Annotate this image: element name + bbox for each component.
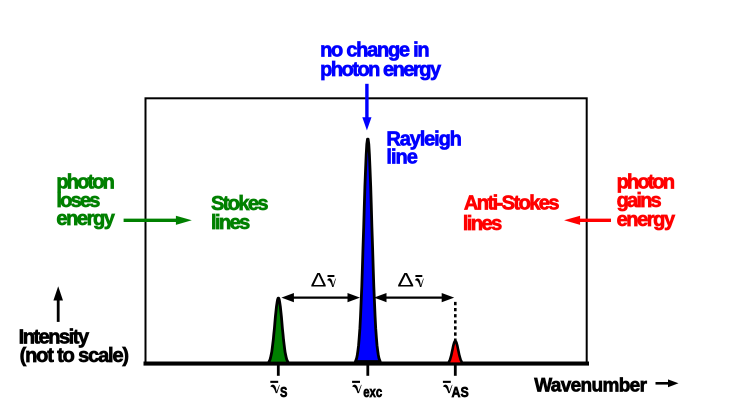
svg-text:Anti-Stokes: Anti-Stokes <box>464 192 560 214</box>
svg-text:Rayleigh: Rayleigh <box>386 128 462 150</box>
svg-text:lines: lines <box>211 212 250 234</box>
svg-text:photon: photon <box>56 171 115 193</box>
svg-text:exc: exc <box>363 385 382 401</box>
svg-text:loses: loses <box>56 190 100 212</box>
svg-text:Stokes: Stokes <box>211 193 269 215</box>
svg-text:photon energy: photon energy <box>320 59 442 81</box>
svg-text:line: line <box>386 147 418 169</box>
svg-text:Wavenumber: Wavenumber <box>534 375 647 396</box>
svg-text:energy: energy <box>617 209 676 231</box>
svg-text:no change in: no change in <box>320 39 430 61</box>
svg-text:Δ: Δ <box>311 270 327 292</box>
svg-text:gains: gains <box>617 190 662 212</box>
svg-text:lines: lines <box>463 213 502 235</box>
svg-text:S: S <box>280 385 288 401</box>
svg-text:Δ: Δ <box>397 270 414 292</box>
svg-text:energy: energy <box>56 208 115 230</box>
svg-text:(not to scale): (not to scale) <box>20 345 130 367</box>
svg-text:Intensity: Intensity <box>19 326 90 348</box>
svg-text:photon: photon <box>617 171 676 193</box>
svg-text:AS: AS <box>452 385 469 401</box>
